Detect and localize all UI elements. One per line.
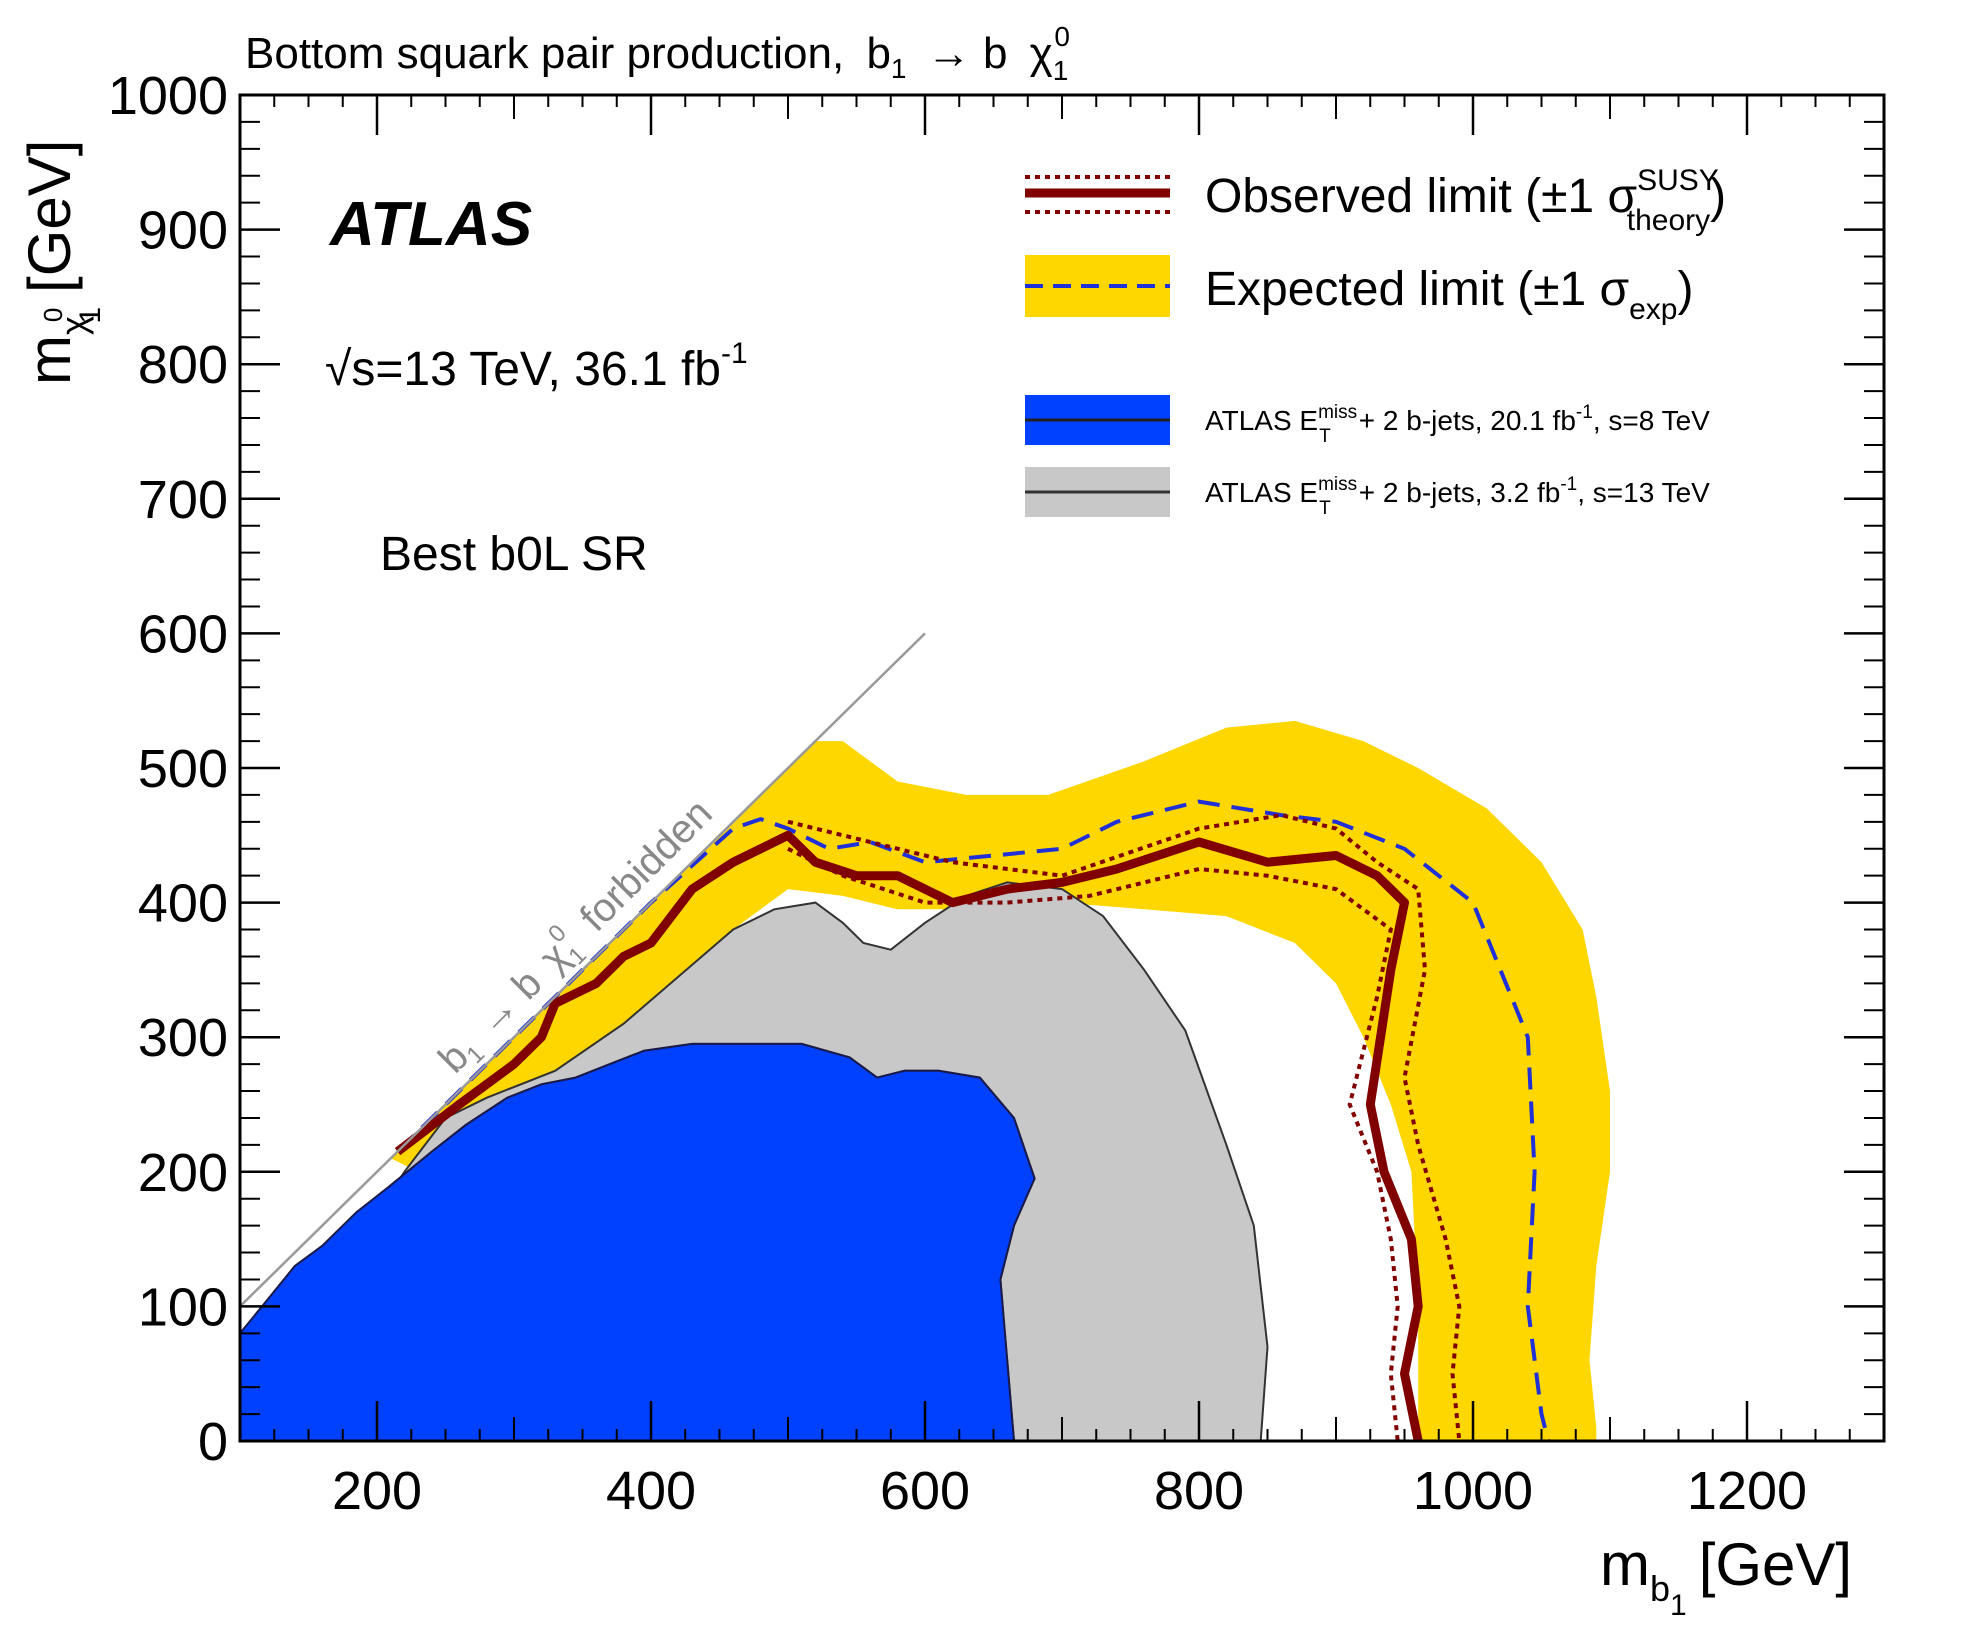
legend-observed: Observed limit (±1 σSUSY theory) [1025, 164, 1726, 237]
expected-limit-line [396, 799, 1551, 1441]
svg-text:Expected limit (±1 σexp): Expected limit (±1 σexp) [1205, 263, 1693, 326]
forbidden-line [239, 632, 926, 1308]
x-tick-label: 1000 [1413, 1461, 1533, 1521]
y-tick-label: 600 [138, 604, 228, 664]
x-tick-label: 200 [332, 1461, 422, 1521]
legend-prev8: ATLAS Emiss T+ 2 b-jets, 20.1 fb-1, s=8 T… [1025, 395, 1710, 447]
series-layer [240, 720, 1611, 1441]
y-tick-label: 400 [138, 874, 228, 934]
legend: Observed limit (±1 σSUSY theory) Expected… [1025, 164, 1726, 519]
lumi-label: √s=13 TeV, 36.1 fb-1 [325, 337, 748, 396]
sqrt-icon: √ [325, 343, 352, 396]
plot-layers [239, 632, 1611, 1441]
legend-prev13: ATLAS Emiss T+ 2 b-jets, 3.2 fb-1, s=13 T… [1025, 467, 1710, 519]
y-tick-label: 0 [198, 1412, 228, 1472]
x-tick-label: 600 [880, 1461, 970, 1521]
chart-title: Bottom squark pair production, b1 → b χ1… [245, 21, 1070, 88]
y-tick-label: 1000 [108, 66, 228, 126]
region-label: Best b0L SR [380, 528, 648, 581]
experiment-label: ATLAS [328, 190, 532, 259]
axis-ticks: 200 400 600 800 1000 1200 0 100 200 300 400 500 600 7… [108, 66, 1885, 1521]
observed-limit-dotted-5 [787, 813, 1462, 1441]
y-tick-label: 700 [138, 470, 228, 530]
x-axis-title: mb1[GeV] [1600, 1531, 1852, 1622]
y-tick-label: 300 [138, 1008, 228, 1068]
y-tick-label: 500 [138, 739, 228, 799]
x-tick-label: 800 [1154, 1461, 1244, 1521]
y-tick-label: 200 [138, 1143, 228, 1203]
y-axis-title: mχ0 1[GeV] [16, 140, 107, 385]
y-tick-label: 800 [138, 335, 228, 395]
x-tick-label: 1200 [1687, 1461, 1807, 1521]
y-tick-label: 900 [138, 201, 228, 261]
prev8-region [240, 1042, 1036, 1441]
x-tick-label: 400 [606, 1461, 696, 1521]
legend-expected: Expected limit (±1 σexp) [1025, 255, 1693, 326]
expected-band [390, 720, 1611, 1441]
y-tick-label: 100 [138, 1277, 228, 1337]
